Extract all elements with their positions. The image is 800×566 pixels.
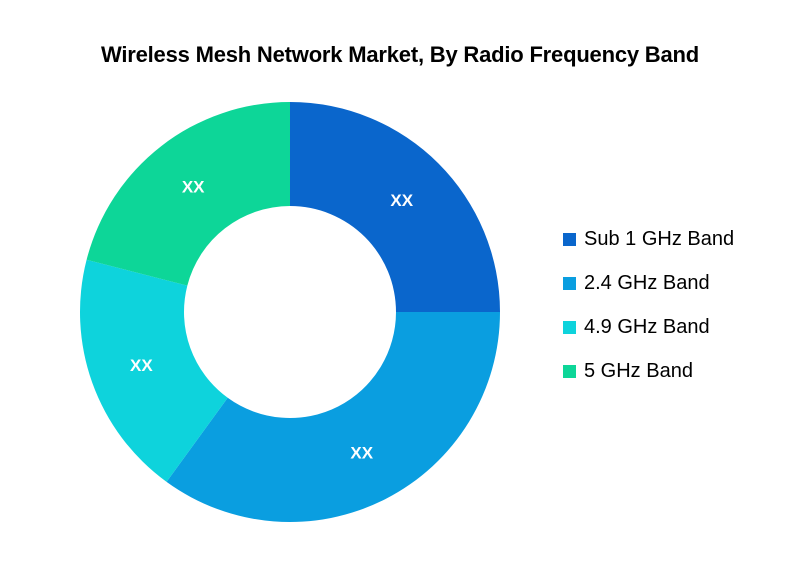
legend-label-3: 4.9 GHz Band [584,315,710,338]
legend-swatch-2 [563,276,576,290]
legend-item-2: 2.4 GHz Band [563,261,734,305]
slice-data-label-2: XX [350,443,373,462]
legend: Sub 1 GHz Band 2.4 GHz Band 4.9 GHz Band 5 … [563,217,734,393]
chart-title: Wireless Mesh Network Market, By Radio F… [100,42,700,67]
legend-item-1: Sub 1 GHz Band [563,217,734,261]
legend-label-2: 2.4 GHz Band [584,271,710,294]
donut-slice-4 [86,102,290,286]
legend-swatch-3 [563,320,576,334]
legend-item-4: 5 GHz Band [563,349,734,393]
slice-data-label-4: XX [182,178,205,197]
legend-label-4: 5 GHz Band [584,359,693,382]
legend-swatch-4 [563,364,576,378]
legend-label-1: Sub 1 GHz Band [584,227,735,250]
legend-item-3: 4.9 GHz Band [563,305,734,349]
slice-data-label-1: XX [390,191,413,210]
donut-slice-2 [166,312,500,522]
slice-data-label-3: XX [130,356,153,375]
donut-slice-1 [290,102,500,312]
donut-slice-3 [79,259,228,482]
legend-swatch-1 [563,232,576,246]
